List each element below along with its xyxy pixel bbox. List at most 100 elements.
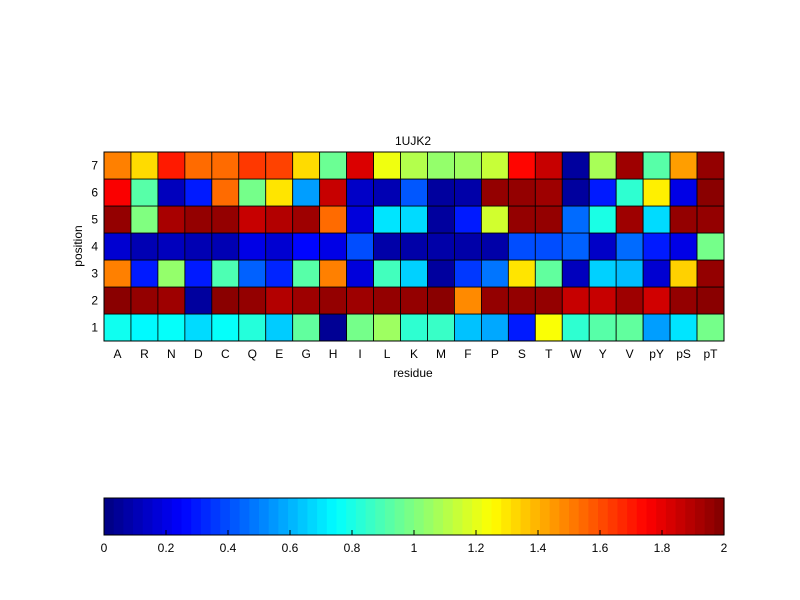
heatmap-cell (561, 232, 590, 261)
heatmap-cell (615, 232, 644, 261)
heatmap-cell (507, 205, 536, 234)
heatmap-cell (265, 151, 294, 180)
heatmap-cell (427, 178, 455, 207)
heatmap-cell (400, 205, 428, 234)
colorbar-segment (239, 498, 250, 535)
heatmap-cell (373, 232, 401, 261)
colorbar-segment (104, 498, 115, 535)
heatmap-cell (400, 178, 428, 207)
heatmap-cell (184, 151, 213, 180)
heatmap-cell (130, 232, 159, 261)
colorbar-segment (694, 498, 706, 535)
heatmap-cell (427, 232, 455, 261)
colorbar-segment (133, 498, 144, 535)
heatmap-cell (615, 313, 644, 342)
colorbar-segment (394, 498, 405, 535)
heatmap-cell (184, 232, 213, 261)
colorbar-segment (704, 498, 715, 535)
heatmap-cell (265, 313, 294, 342)
colorbar-segment (346, 498, 357, 535)
heatmap-cell (346, 286, 374, 315)
heatmap-cell (103, 205, 132, 234)
heatmap-cell (238, 178, 267, 207)
heatmap-cell (373, 286, 401, 315)
heatmap-cell (346, 313, 374, 342)
colorbar-tick-label: 0.2 (158, 541, 175, 555)
colorbar-segment (171, 498, 183, 535)
heatmap-cell (642, 313, 671, 342)
heatmap-cell (534, 313, 563, 342)
heatmap-cell (292, 313, 321, 342)
heatmap-cell (184, 178, 213, 207)
colorbar-segment (123, 498, 134, 535)
heatmap-cell (157, 151, 186, 180)
heatmap-cell (265, 259, 294, 288)
colorbar-segment (162, 498, 173, 535)
y-axis-ticks: 1 2 3 4 5 6 7 (91, 159, 98, 335)
heatmap-cell (696, 313, 725, 342)
heatmap-cell (588, 259, 617, 288)
heatmap-cell (103, 286, 132, 315)
heatmap-cell (507, 151, 536, 180)
x-tick-label: pY (649, 347, 664, 361)
colorbar-segment (549, 498, 560, 535)
heatmap-cell (480, 313, 509, 342)
colorbar-segment (142, 498, 154, 535)
heatmap-cell (346, 151, 374, 180)
heatmap-cell (211, 178, 240, 207)
colorbar-segment (627, 498, 638, 535)
colorbar-segment (297, 498, 309, 535)
heatmap-frame (103, 151, 725, 342)
heatmap-cell (292, 178, 321, 207)
colorbar-segment (307, 498, 318, 535)
colorbar-segment (481, 498, 493, 535)
colorbar-tick-label: 0.6 (282, 541, 299, 555)
heatmap-cell (507, 178, 536, 207)
heatmap-cell (346, 205, 374, 234)
heatmap-cell (292, 205, 321, 234)
x-tick-label: pS (676, 347, 691, 361)
colorbar-segment (530, 498, 541, 535)
y-tick-label: 2 (91, 294, 98, 308)
heatmap-cell (615, 178, 644, 207)
heatmap-cell (211, 232, 240, 261)
colorbar-segment (539, 498, 551, 535)
colorbar-segment (191, 498, 202, 535)
colorbar-tick-label: 0.8 (344, 541, 361, 555)
heatmap-cell (669, 259, 698, 288)
heatmap-cell (480, 151, 509, 180)
heatmap-cell (696, 178, 725, 207)
colorbar-tick-label: 1.6 (592, 541, 609, 555)
heatmap-cell (184, 313, 213, 342)
x-tick-label: R (140, 347, 149, 361)
heatmap-cell (669, 286, 698, 315)
colorbar-segment (462, 498, 473, 535)
heatmap-cell (238, 286, 267, 315)
heatmap-cell (427, 205, 455, 234)
colorbar-segment (578, 498, 589, 535)
heatmap-cell (265, 286, 294, 315)
colorbar-segment (588, 498, 599, 535)
heatmap-cell (561, 286, 590, 315)
colorbar-segment (268, 498, 279, 535)
colorbar-tick-label: 0 (101, 541, 108, 555)
x-tick-label: S (518, 347, 526, 361)
heatmap-cell (696, 232, 725, 261)
x-tick-label: Q (248, 347, 257, 361)
heatmap-cell (696, 259, 725, 288)
colorbar-segment (423, 498, 434, 535)
colorbar-segment (501, 498, 512, 535)
heatmap-cell (292, 259, 321, 288)
colorbar-segment (113, 498, 124, 535)
heatmap-cell (211, 313, 240, 342)
heatmap-cell (588, 313, 617, 342)
colorbar-segment (714, 498, 725, 535)
heatmap-cell (534, 205, 563, 234)
colorbar-tick-label: 2 (721, 541, 728, 555)
heatmap-cell (534, 259, 563, 288)
heatmap-cell (642, 259, 671, 288)
heatmap-cell (292, 151, 321, 180)
colorbar-segment (452, 498, 464, 535)
heatmap-cell (561, 205, 590, 234)
